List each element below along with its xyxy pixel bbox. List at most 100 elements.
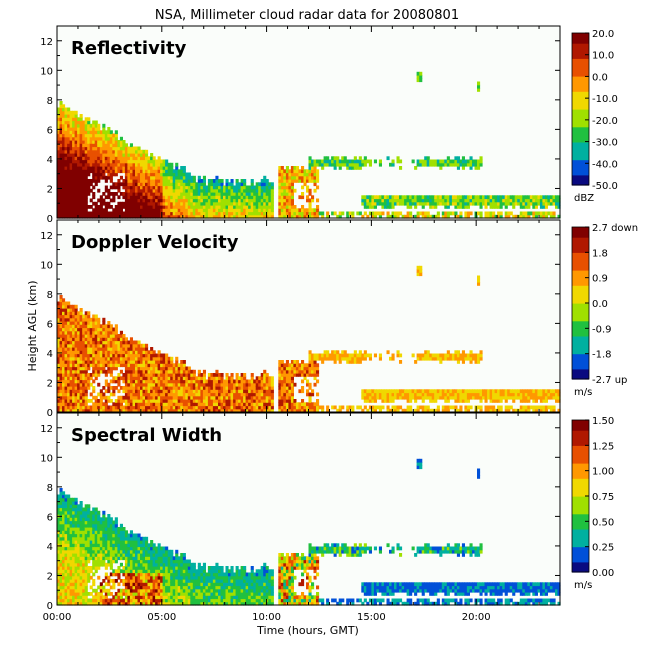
radar-cell (218, 195, 222, 200)
radar-cell (230, 399, 234, 403)
radar-cell (280, 175, 284, 180)
radar-cell (59, 373, 63, 377)
radar-cell (185, 214, 189, 219)
radar-cell (255, 376, 259, 381)
radar-cell (311, 363, 315, 368)
radar-cell (414, 201, 418, 206)
radar-cell (205, 185, 209, 190)
radar-cell (140, 382, 144, 387)
radar-cell (225, 373, 229, 377)
y-tick-label: 6 (47, 319, 53, 330)
radar-cell (235, 188, 239, 193)
radar-cell (142, 395, 146, 400)
radar-cell (391, 408, 395, 413)
radar-cell (391, 389, 395, 394)
radar-cell (313, 211, 317, 216)
radar-cell (336, 350, 340, 355)
radar-cell (62, 304, 66, 309)
radar-cell (170, 402, 174, 407)
radar-cell (119, 399, 123, 403)
radar-cell (542, 395, 546, 400)
radar-cell (316, 402, 320, 407)
radar-cell (69, 156, 73, 161)
radar-cell (84, 386, 88, 390)
radar-cell (426, 156, 430, 161)
radar-cell (84, 373, 88, 377)
radar-cell (381, 195, 385, 200)
radar-cell (114, 343, 118, 348)
radar-cell (394, 392, 398, 397)
radar-cell (356, 353, 360, 358)
radar-cell (64, 376, 68, 381)
radar-cell (162, 376, 166, 381)
radar-cell (280, 366, 284, 371)
radar-cell (534, 214, 538, 219)
radar-cell (401, 408, 405, 413)
radar-cell (456, 353, 460, 358)
radar-cell (64, 198, 68, 203)
radar-cell (99, 360, 103, 364)
radar-cell (62, 350, 66, 355)
radar-cell (250, 182, 254, 187)
radar-cell (218, 402, 222, 407)
radar-cell (494, 214, 498, 219)
radar-cell (157, 363, 161, 368)
radar-cell (265, 382, 269, 387)
radar-cell (140, 179, 144, 183)
radar-cell (268, 214, 272, 219)
radar-cell (190, 179, 194, 183)
radar-cell (228, 195, 232, 200)
radar-cell (135, 159, 139, 164)
panel-title: Doppler Velocity (71, 232, 239, 253)
radar-cell (64, 133, 68, 138)
radar-cell (94, 337, 98, 342)
radar-cell (381, 389, 385, 394)
colorbar-tick-label: 10.0 (592, 51, 614, 62)
radar-cell (431, 201, 435, 206)
radar-cell (72, 195, 76, 200)
radar-cell (280, 188, 284, 193)
radar-cell (137, 159, 141, 164)
radar-cell (102, 353, 106, 358)
radar-cell (454, 350, 458, 355)
radar-cell (59, 304, 63, 309)
radar-cell (464, 405, 468, 410)
radar-cell (62, 159, 66, 164)
radar-cell (170, 182, 174, 187)
radar-cell (180, 373, 184, 377)
radar-cell (308, 156, 312, 161)
radar-cell (225, 185, 229, 190)
radar-cell (97, 366, 101, 371)
radar-cell (160, 366, 164, 371)
radar-cell (439, 392, 443, 397)
radar-cell (280, 211, 284, 216)
radar-cell (69, 117, 73, 122)
radar-cell (165, 159, 169, 164)
radar-cell (195, 376, 199, 381)
radar-cell (175, 175, 179, 180)
radar-cell (119, 149, 123, 154)
radar-cell (94, 321, 98, 325)
radar-cell (147, 379, 151, 384)
radar-cell (187, 386, 191, 390)
radar-cell (308, 366, 312, 371)
y-tick-label: 10 (40, 66, 53, 77)
radar-cell (82, 408, 86, 413)
radar-cell (117, 201, 121, 206)
radar-cell (318, 211, 322, 216)
radar-cell (69, 182, 73, 187)
radar-cell (59, 140, 63, 144)
radar-cell (92, 179, 96, 183)
radar-cell (333, 156, 337, 161)
radar-cell (57, 110, 61, 115)
radar-cell (155, 389, 159, 394)
radar-cell (258, 201, 262, 206)
radar-cell (145, 350, 149, 355)
radar-cell (59, 169, 63, 174)
radar-cell (532, 405, 536, 410)
radar-cell (129, 366, 133, 371)
radar-cell (89, 340, 93, 345)
radar-cell (524, 392, 528, 397)
radar-cell (89, 140, 93, 144)
